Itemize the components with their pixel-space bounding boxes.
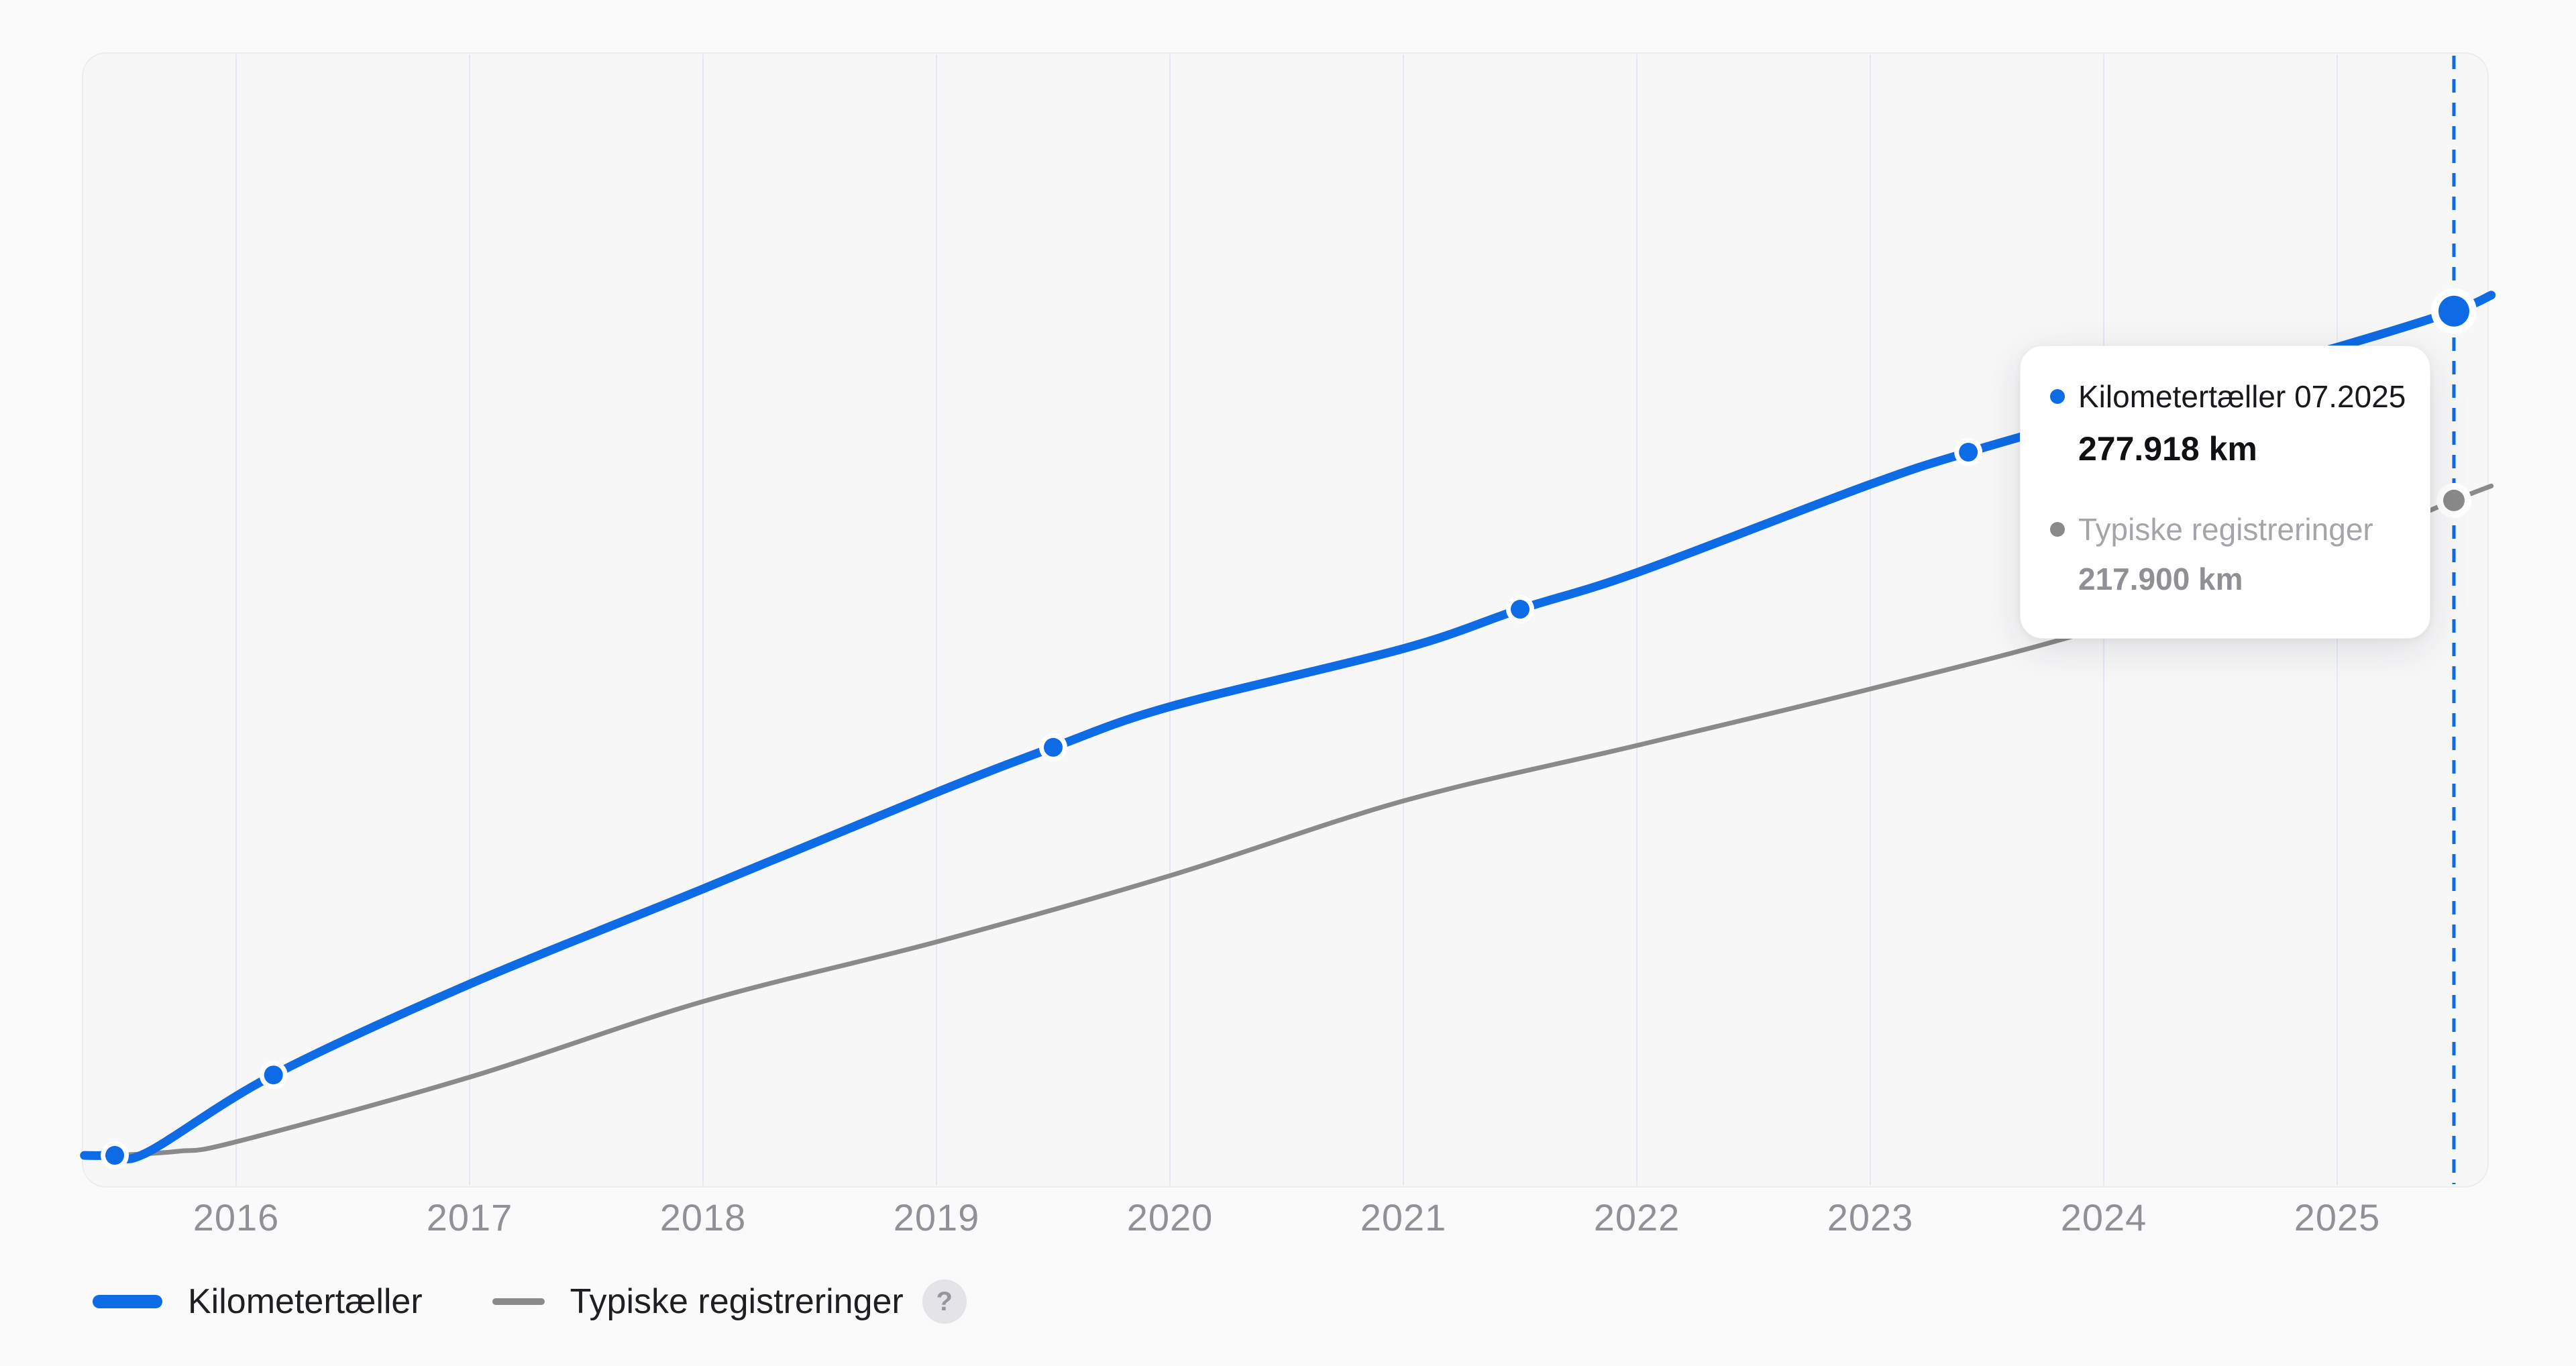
tooltip-typical-value: 217.900 km bbox=[2078, 562, 2243, 596]
tooltip-typical-label: Typiske registreringer bbox=[2078, 512, 2373, 547]
legend-item-typical[interactable]: Typiske registreringer bbox=[492, 1281, 904, 1322]
tooltip-odometer-label: Kilometertæller 07.2025 bbox=[2078, 379, 2406, 414]
legend-label-odometer: Kilometertæller bbox=[188, 1282, 423, 1321]
legend-item-odometer[interactable]: Kilometertæller bbox=[93, 1281, 423, 1322]
tooltip-bullet-typical-icon bbox=[2050, 522, 2065, 537]
help-icon[interactable]: ? bbox=[922, 1279, 967, 1324]
odometer-marker[interactable] bbox=[1959, 442, 1978, 462]
tooltip-bullet-odometer-icon bbox=[2050, 389, 2065, 404]
tooltip-row-odometer: Kilometertæller 07.2025 bbox=[2050, 378, 2406, 415]
odometer-marker[interactable] bbox=[1511, 600, 1529, 619]
typical-end-marker[interactable] bbox=[2443, 489, 2465, 511]
odometer-end-marker[interactable] bbox=[2438, 295, 2469, 327]
tooltip-odometer-value: 277.918 km bbox=[2078, 430, 2257, 468]
odometer-marker[interactable] bbox=[105, 1146, 125, 1165]
tooltip-row-typical: Typiske registreringer bbox=[2050, 511, 2400, 547]
legend-swatch-typical bbox=[492, 1298, 545, 1305]
chart-tooltip: Kilometertæller 07.2025 277.918 km Typis… bbox=[2020, 346, 2430, 639]
odometer-marker[interactable] bbox=[1044, 737, 1063, 757]
legend-label-typical: Typiske registreringer bbox=[570, 1282, 904, 1321]
legend-swatch-odometer bbox=[93, 1295, 162, 1308]
chart-legend: Kilometertæller Typiske registreringer ? bbox=[93, 1273, 967, 1330]
odometer-marker[interactable] bbox=[264, 1065, 283, 1085]
